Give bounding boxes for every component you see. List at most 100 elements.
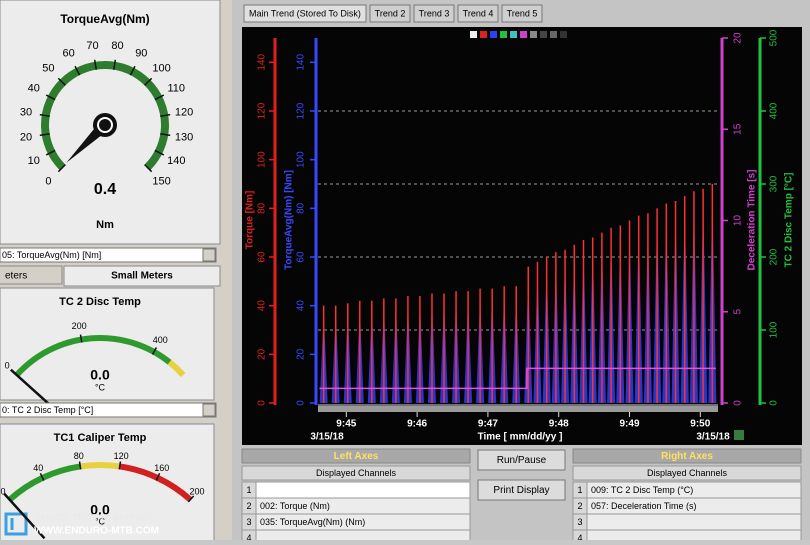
y-tick-label: 20 — [296, 348, 307, 360]
y-tick-label: 120 — [296, 102, 307, 119]
x-date: 3/15/18 — [696, 432, 730, 443]
trend-tab-label: Trend 4 — [463, 8, 494, 18]
watermark-site: WWW.ENDURO-MTB.COM — [34, 526, 159, 537]
y-tick-label: 80 — [296, 202, 307, 214]
y-tick-label: 40 — [296, 300, 307, 312]
gauge-title: TorqueAvg(Nm) — [60, 12, 149, 26]
dropdown-arrow[interactable] — [203, 404, 215, 416]
gauge-tick-label: 20 — [20, 131, 32, 143]
axis-title: Deceleration Time [s] — [747, 170, 758, 271]
panel-title: Left Axes — [334, 451, 379, 462]
axis-title: TC 2 Disc Temp [°C] — [784, 173, 795, 268]
y-tick-label: 0 — [733, 400, 744, 406]
x-tick-label: 9:49 — [619, 419, 639, 430]
gauge-tick-label: 120 — [175, 106, 193, 118]
channel-name: 009: TC 2 Disc Temp (°C) — [591, 485, 693, 495]
tab-label: eters — [5, 271, 27, 282]
row-index: 1 — [577, 485, 582, 495]
y-tick-label: 140 — [296, 54, 307, 71]
x-tick-label: 9:50 — [690, 419, 710, 430]
y-tick-label: 200 — [769, 248, 780, 265]
table-header-text: Displayed Channels — [316, 468, 397, 478]
gauge-tick-label: 100 — [152, 62, 170, 74]
dropdown-arrow[interactable] — [203, 249, 215, 261]
x-tick-label: 9:45 — [336, 419, 356, 430]
y-tick-label: 20 — [257, 348, 268, 360]
gauge-tick-label: 130 — [175, 131, 193, 143]
y-tick-label: 80 — [257, 202, 268, 214]
gauge-value: 0.4 — [94, 181, 116, 198]
row-index: 4 — [577, 533, 582, 540]
row-index: 3 — [246, 517, 251, 527]
y-tick-label: 100 — [296, 151, 307, 168]
gauge-tick-label: 70 — [86, 40, 98, 52]
dropdown-text: 05: TorqueAvg(Nm) [Nm] — [2, 250, 101, 260]
axis-title: TorqueAvg(Nm) [Nm] — [284, 170, 295, 270]
button-label: Run/Pause — [497, 455, 547, 466]
y-tick-label: 120 — [257, 102, 268, 119]
y-tick-label: 300 — [769, 175, 780, 192]
channel-name: 002: Torque (Nm) — [260, 501, 330, 511]
channel-cell[interactable] — [256, 530, 470, 540]
gauge-tick-label: 150 — [152, 175, 170, 187]
gauge-tick-label: 120 — [114, 451, 129, 461]
y-tick-label: 15 — [733, 123, 744, 135]
scroll-button[interactable] — [734, 430, 744, 440]
y-tick-label: 140 — [257, 54, 268, 71]
gauge-hub — [99, 119, 111, 131]
y-tick-label: 40 — [257, 300, 268, 312]
gauge-title: TC 2 Disc Temp — [59, 296, 141, 308]
gauge-tick-label: 0 — [45, 175, 51, 187]
channel-name: 057: Deceleration Time (s) — [591, 501, 697, 511]
gauge-tick-label: 50 — [42, 62, 54, 74]
y-tick-label: 60 — [257, 251, 268, 263]
x-tick-label: 9:47 — [478, 419, 498, 430]
channel-cell[interactable] — [256, 482, 470, 498]
y-tick-label: 10 — [733, 215, 744, 227]
gauge-tick-label: 140 — [167, 155, 185, 167]
channel-name: 035: TorqueAvg(Nm) (Nm) — [260, 517, 365, 527]
gauge-tick-label: 60 — [63, 48, 75, 60]
axis-title: Torque [Nm] — [245, 191, 256, 250]
gauge-tick-label: 80 — [111, 40, 123, 52]
gauge-tick-label: 10 — [28, 155, 40, 167]
gauge-tick-label: 110 — [168, 83, 186, 95]
gauge-tick-label: 30 — [20, 106, 32, 118]
trend-tab-label: Trend 2 — [375, 8, 406, 18]
x-date: 3/15/18 — [310, 432, 344, 443]
gauge-tick-label: 90 — [135, 48, 147, 60]
row-index: 4 — [246, 533, 251, 540]
scrollbar[interactable] — [318, 406, 718, 412]
gauge-tick-label: 200 — [190, 487, 205, 497]
x-tick-label: 9:48 — [549, 419, 569, 430]
row-index: 2 — [577, 501, 582, 511]
gauge-tick-label: 80 — [74, 451, 84, 461]
gauge-unit: °C — [95, 382, 106, 392]
dropdown-text: 0: TC 2 Disc Temp [°C] — [2, 405, 93, 415]
gauge-tick-label: 40 — [28, 83, 40, 95]
button-label: Print Display — [493, 485, 549, 496]
x-tick-label: 9:46 — [407, 419, 427, 430]
gauge-tick-label: 40 — [33, 463, 43, 473]
watermark-credit: PHOTO: TRISTAN WORSEY — [36, 512, 153, 522]
trend-tab-label: Main Trend (Stored To Disk) — [249, 8, 361, 18]
gauge-tick-label: 160 — [154, 463, 169, 473]
y-tick-label: 0 — [296, 400, 307, 406]
trend-tab-label: Trend 5 — [507, 8, 538, 18]
y-tick-label: 100 — [257, 151, 268, 168]
trend-tab-label: Trend 3 — [419, 8, 450, 18]
channel-cell[interactable] — [587, 530, 801, 540]
gauge-tick-label: 400 — [153, 335, 168, 345]
y-tick-label: 20 — [733, 32, 744, 44]
row-index: 2 — [246, 501, 251, 511]
tab-label: Small Meters — [111, 271, 173, 282]
table-header-text: Displayed Channels — [647, 468, 728, 478]
channel-cell[interactable] — [587, 514, 801, 530]
panel-title: Right Axes — [661, 451, 713, 462]
gauge-unit: Nm — [96, 219, 114, 231]
row-index: 3 — [577, 517, 582, 527]
row-index: 1 — [246, 485, 251, 495]
y-tick-label: 500 — [769, 29, 780, 46]
y-tick-label: 0 — [769, 400, 780, 406]
gauge-title: TC1 Caliper Temp — [54, 432, 147, 444]
